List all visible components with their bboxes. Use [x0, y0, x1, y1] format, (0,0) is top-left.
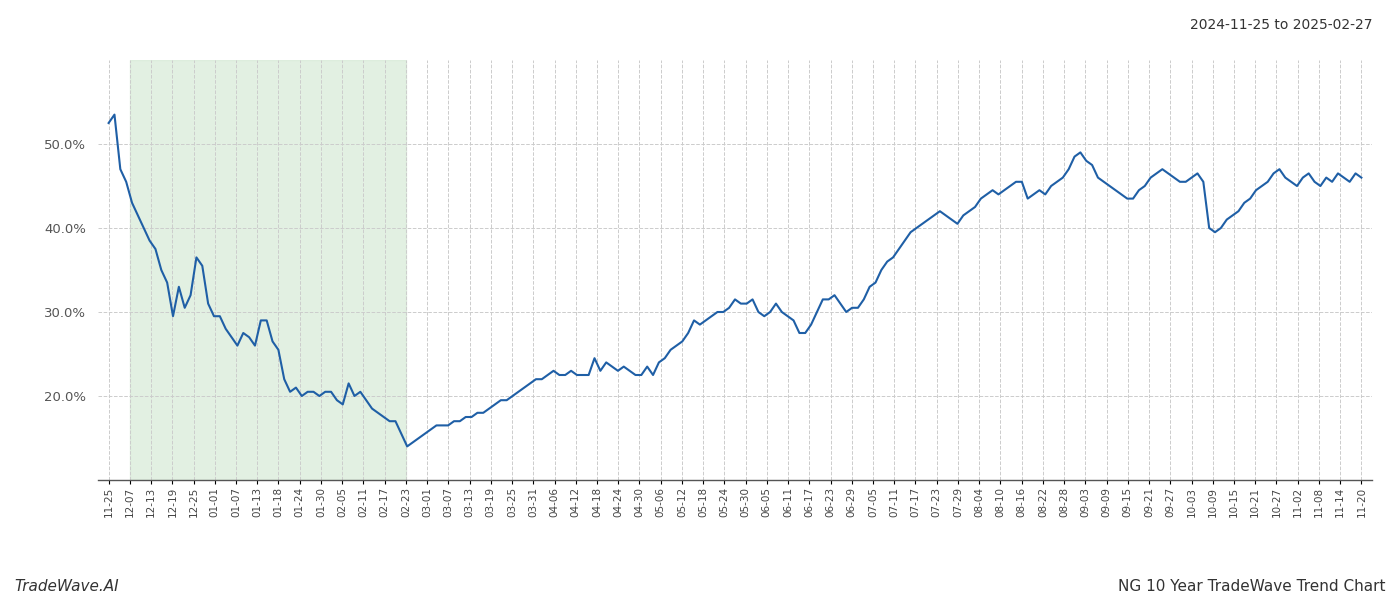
Text: NG 10 Year TradeWave Trend Chart: NG 10 Year TradeWave Trend Chart	[1119, 579, 1386, 594]
Text: 2024-11-25 to 2025-02-27: 2024-11-25 to 2025-02-27	[1190, 18, 1372, 32]
Text: TradeWave.AI: TradeWave.AI	[14, 579, 119, 594]
Bar	[130, 60, 406, 480]
